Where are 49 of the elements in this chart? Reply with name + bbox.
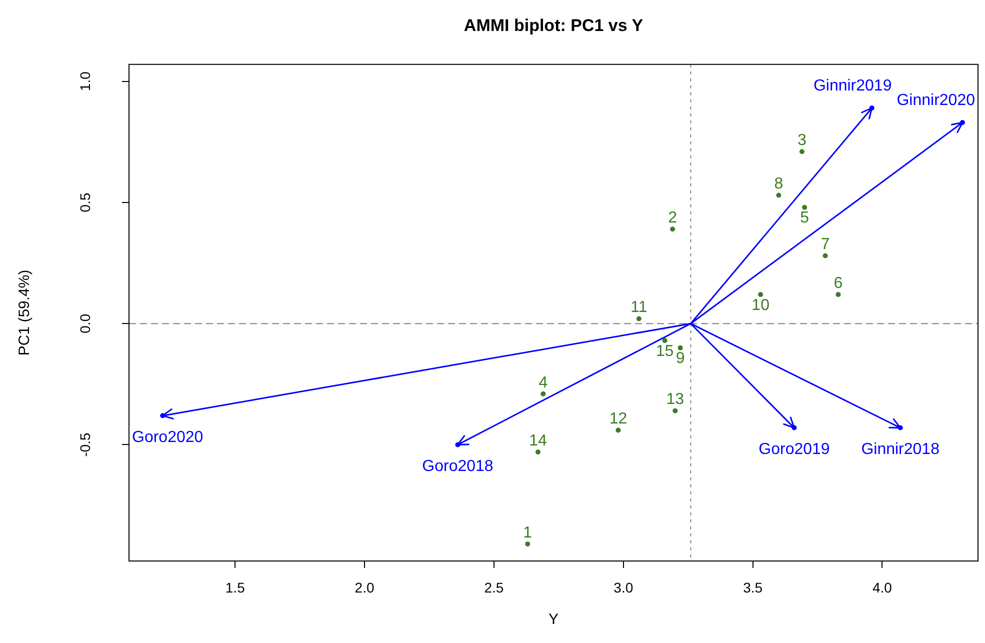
point — [672, 408, 678, 414]
annotation: 14 — [529, 432, 547, 450]
x-tick-label: 1.5 — [225, 579, 246, 596]
point — [535, 449, 540, 454]
annotation: 6 — [834, 274, 843, 292]
y-tick-label: 0.0 — [76, 314, 93, 334]
annotation: 3 — [798, 132, 807, 150]
annotation: Ginnir2018 — [861, 441, 940, 458]
x-tick-label: 2.5 — [484, 579, 504, 596]
point — [836, 292, 841, 298]
x-axis-title: Y — [548, 611, 559, 628]
point — [776, 192, 782, 198]
annotation: 2 — [668, 210, 678, 227]
annotation: 7 — [820, 236, 830, 254]
point — [525, 542, 530, 547]
annotation: 5 — [800, 210, 810, 227]
x-tick-label: 4.0 — [872, 579, 892, 596]
point — [822, 253, 828, 258]
annotation: 13 — [666, 391, 684, 408]
y-tick-label: 1.0 — [76, 71, 93, 92]
x-tick-label: 3.0 — [614, 579, 634, 596]
annotation: Goro2020 — [132, 429, 204, 446]
chart-title: AMMI biplot: PC1 vs Y — [464, 16, 644, 35]
x-tick-label: 2.0 — [354, 579, 374, 596]
point — [802, 204, 808, 210]
annotation: 11 — [630, 299, 648, 316]
annotation: 9 — [676, 350, 685, 368]
point — [540, 391, 546, 396]
annotation: 4 — [538, 374, 548, 392]
annotation: 10 — [752, 296, 770, 314]
annotation: Ginnir2019 — [813, 77, 892, 94]
annotation: 8 — [774, 176, 784, 193]
annotation: 1 — [523, 524, 532, 542]
annotation: 15 — [656, 342, 674, 360]
point — [678, 345, 683, 350]
point — [670, 226, 676, 232]
y-tick-label: -0.5 — [76, 432, 93, 457]
annotation: Goro2019 — [758, 441, 830, 458]
annotation: Ginnir2020 — [896, 92, 976, 109]
point — [662, 338, 668, 344]
point — [758, 292, 764, 298]
annotation: Goro2018 — [422, 458, 494, 476]
point — [799, 149, 804, 154]
annotation: 12 — [609, 410, 628, 428]
y-tick-label: 0.5 — [76, 192, 93, 212]
point — [616, 428, 621, 433]
point — [636, 316, 642, 322]
y-axis-title: PC1 (59.4%) — [16, 270, 34, 356]
x-tick-label: 3.5 — [743, 579, 763, 596]
